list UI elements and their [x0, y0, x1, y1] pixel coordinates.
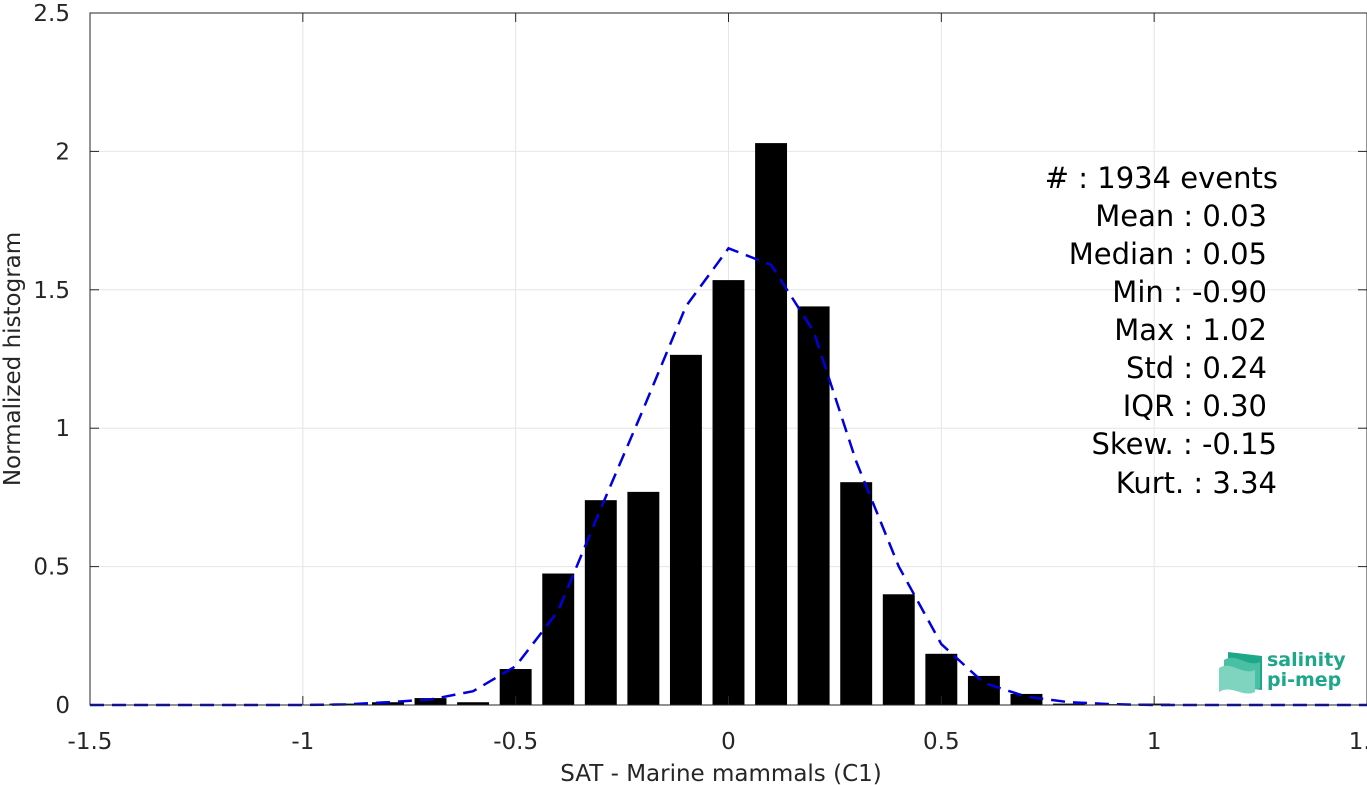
- logo-text-line1: salinity: [1267, 649, 1346, 671]
- bar-11: [797, 306, 830, 705]
- y-tick-label-2: 1: [55, 416, 70, 442]
- fit-curve: [90, 246, 1367, 707]
- stat-median: Median : 0.05: [1069, 237, 1267, 271]
- bar-8: [669, 354, 702, 705]
- bar-13: [882, 594, 915, 705]
- stat-mean: Mean : 0.03: [1095, 199, 1267, 233]
- stat-kurt: Kurt. : 3.34: [1116, 466, 1277, 500]
- stat-std: Std : 0.24: [1126, 351, 1267, 385]
- y-tick-label-0: 0: [55, 693, 70, 719]
- fit-line: [90, 246, 1367, 707]
- bar-15: [967, 675, 1000, 705]
- stat-skew: Skew. : -0.15: [1091, 427, 1277, 461]
- y-tick-label-3: 1.5: [33, 278, 70, 304]
- bars: [329, 143, 1171, 705]
- tick-labels: -1.5 -1 -0.5 0 0.5 1 1.5 0 0.5 1 1.5 2 2.5: [33, 1, 1367, 755]
- logo-text-line2: pi-mep: [1267, 669, 1341, 691]
- bar-3: [457, 702, 490, 705]
- bar-1: [372, 702, 404, 705]
- x-tick-label-6: 1.5: [1349, 729, 1367, 755]
- stat-iqr: IQR : 0.30: [1123, 389, 1267, 423]
- stat-count: # : 1934 events: [1045, 161, 1278, 195]
- x-tick-label-5: 1: [1147, 729, 1162, 755]
- y-tick-label-1: 0.5: [33, 555, 70, 581]
- bar-10: [755, 143, 788, 705]
- stat-min: Min : -0.90: [1112, 275, 1267, 309]
- wave-logo-icon: [1219, 652, 1262, 694]
- bar-17: [1053, 703, 1085, 705]
- salinity-pimep-logo: salinity pi-mep: [1219, 649, 1346, 694]
- bar-6: [584, 500, 617, 705]
- x-tick-label-4: 0.5: [923, 729, 960, 755]
- ticks: [89, 12, 1367, 706]
- x-tick-label-1: -1: [291, 729, 314, 755]
- y-tick-label-4: 2: [55, 139, 70, 165]
- bar-12: [840, 482, 873, 705]
- stat-max: Max : 1.02: [1114, 313, 1267, 347]
- x-tick-label-0: -1.5: [68, 729, 113, 755]
- stats-annotation: # : 1934 events Mean : 0.03 Median : 0.0…: [1045, 161, 1278, 500]
- bar-9: [712, 280, 745, 705]
- x-axis-label: SAT - Marine mammals (C1): [560, 761, 882, 785]
- x-tick-label-3: 0: [721, 729, 736, 755]
- bar-2: [414, 698, 447, 705]
- bar-5: [542, 573, 575, 705]
- x-tick-label-2: -0.5: [493, 729, 538, 755]
- bar-7: [627, 491, 660, 705]
- bar-16: [1010, 693, 1043, 705]
- y-axis-label: Normalized histogram: [0, 232, 26, 486]
- y-tick-label-5: 2.5: [33, 1, 70, 27]
